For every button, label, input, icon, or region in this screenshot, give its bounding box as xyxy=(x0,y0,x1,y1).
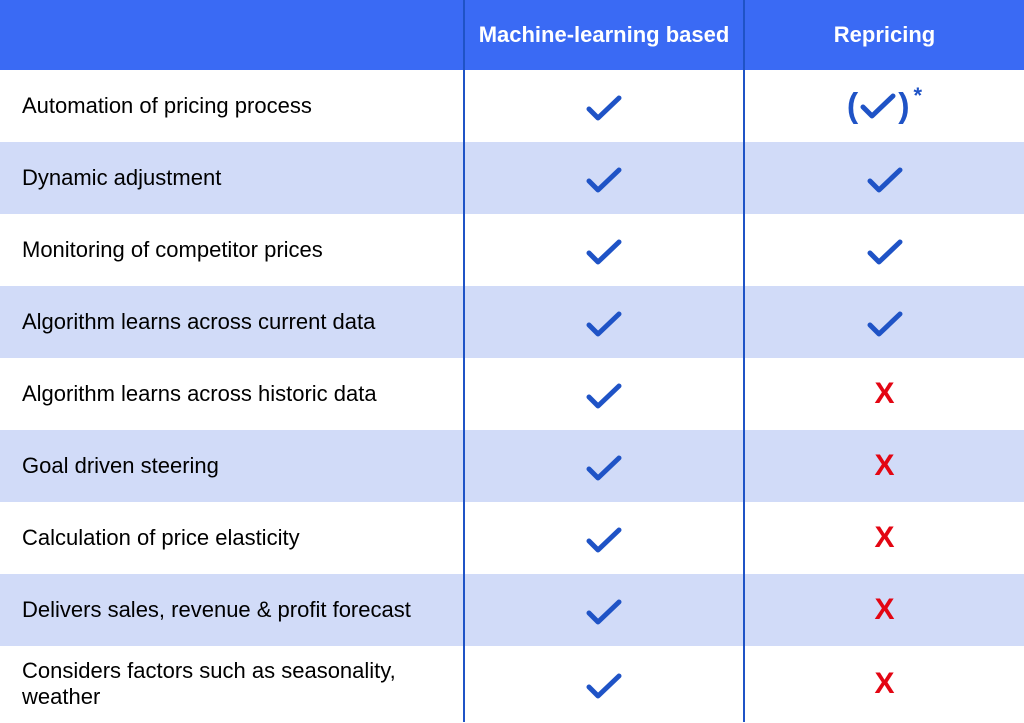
check-icon xyxy=(586,306,622,336)
feature-label: Considers factors such as seasonality, w… xyxy=(0,646,464,722)
check-icon xyxy=(586,162,622,192)
header-ml: Machine-learning based xyxy=(464,0,744,70)
ml-value xyxy=(464,358,744,430)
check-icon xyxy=(867,162,903,192)
feature-label: Algorithm learns across current data xyxy=(0,286,464,358)
table-row: Algorithm learns across historic data X xyxy=(0,358,1024,430)
header-feature xyxy=(0,0,464,70)
repricing-value: X xyxy=(744,646,1024,722)
cross-icon: X xyxy=(874,667,894,700)
check-icon xyxy=(867,234,903,264)
check-icon xyxy=(586,668,622,698)
ml-value xyxy=(464,142,744,214)
cross-icon: X xyxy=(874,593,894,626)
check-icon xyxy=(586,450,622,480)
repricing-value: X xyxy=(744,574,1024,646)
repricing-value: X xyxy=(744,430,1024,502)
feature-label: Algorithm learns across historic data xyxy=(0,358,464,430)
table-row: Goal driven steering X xyxy=(0,430,1024,502)
table-body: Automation of pricing process ()* Dynamic … xyxy=(0,70,1024,722)
cross-icon: X xyxy=(874,449,894,482)
cross-icon: X xyxy=(874,521,894,554)
ml-value xyxy=(464,70,744,142)
check-icon xyxy=(867,306,903,336)
ml-value xyxy=(464,286,744,358)
table-row: Automation of pricing process ()* xyxy=(0,70,1024,142)
table-row: Monitoring of competitor prices xyxy=(0,214,1024,286)
repricing-value xyxy=(744,214,1024,286)
feature-label: Goal driven steering xyxy=(0,430,464,502)
table-row: Calculation of price elasticity X xyxy=(0,502,1024,574)
check-icon xyxy=(586,378,622,408)
feature-label: Dynamic adjustment xyxy=(0,142,464,214)
repricing-value: ()* xyxy=(744,70,1024,142)
table-row: Delivers sales, revenue & profit forecas… xyxy=(0,574,1024,646)
feature-label: Calculation of price elasticity xyxy=(0,502,464,574)
ml-value xyxy=(464,646,744,722)
repricing-value xyxy=(744,286,1024,358)
feature-label: Delivers sales, revenue & profit forecas… xyxy=(0,574,464,646)
header-repricing: Repricing xyxy=(744,0,1024,70)
ml-value xyxy=(464,502,744,574)
repricing-value: X xyxy=(744,358,1024,430)
table-row: Considers factors such as seasonality, w… xyxy=(0,646,1024,722)
header-row: Machine-learning based Repricing xyxy=(0,0,1024,70)
check-icon xyxy=(586,522,622,552)
ml-value xyxy=(464,430,744,502)
cross-icon: X xyxy=(874,377,894,410)
check-icon xyxy=(586,594,622,624)
ml-value xyxy=(464,214,744,286)
check-icon xyxy=(586,234,622,264)
paren-check-icon: ()* xyxy=(847,89,922,123)
repricing-value: X xyxy=(744,502,1024,574)
feature-label: Monitoring of competitor prices xyxy=(0,214,464,286)
repricing-value xyxy=(744,142,1024,214)
table-row: Dynamic adjustment xyxy=(0,142,1024,214)
comparison-table: Machine-learning based Repricing Automat… xyxy=(0,0,1024,722)
check-icon xyxy=(586,90,622,120)
ml-value xyxy=(464,574,744,646)
feature-label: Automation of pricing process xyxy=(0,70,464,142)
table-row: Algorithm learns across current data xyxy=(0,286,1024,358)
